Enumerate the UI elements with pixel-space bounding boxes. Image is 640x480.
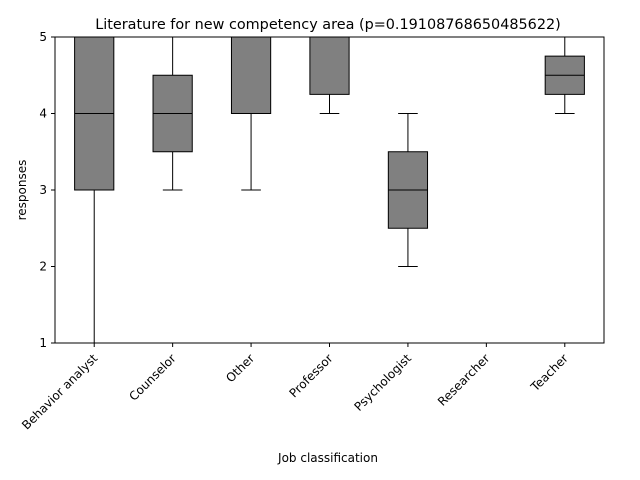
y-tick-label: 4 bbox=[39, 107, 47, 121]
box-2 bbox=[152, 36, 193, 191]
y-tick-label: 3 bbox=[39, 183, 47, 197]
box-4 bbox=[309, 36, 350, 114]
x-tick-label: Professor bbox=[287, 351, 336, 400]
x-tick-label: Psychologist bbox=[351, 351, 414, 414]
x-tick-label: Counselor bbox=[126, 351, 178, 403]
box-body bbox=[309, 36, 350, 95]
plot-area bbox=[74, 36, 585, 344]
chart-title: Literature for new competency area (p=0.… bbox=[95, 17, 561, 33]
x-tick-label: Other bbox=[223, 351, 257, 385]
box-body bbox=[230, 36, 272, 114]
x-tick-label: Behavior analyst bbox=[19, 351, 100, 432]
box-7 bbox=[544, 36, 585, 114]
y-axis: 1 2 3 4 5 bbox=[39, 30, 55, 350]
y-axis-label: responses bbox=[15, 160, 29, 221]
x-tick-label: Researcher bbox=[435, 351, 493, 409]
x-axis: Behavior analyst Counselor Other Professor P… bbox=[19, 343, 571, 432]
box-5 bbox=[387, 113, 429, 267]
x-axis-label: Job classification bbox=[277, 451, 378, 465]
y-tick-label: 2 bbox=[39, 260, 47, 274]
box-3 bbox=[230, 36, 272, 191]
x-tick-label: Teacher bbox=[527, 351, 571, 395]
y-tick-label: 1 bbox=[39, 336, 47, 350]
box-1 bbox=[74, 36, 115, 344]
y-tick-label: 5 bbox=[39, 30, 47, 44]
